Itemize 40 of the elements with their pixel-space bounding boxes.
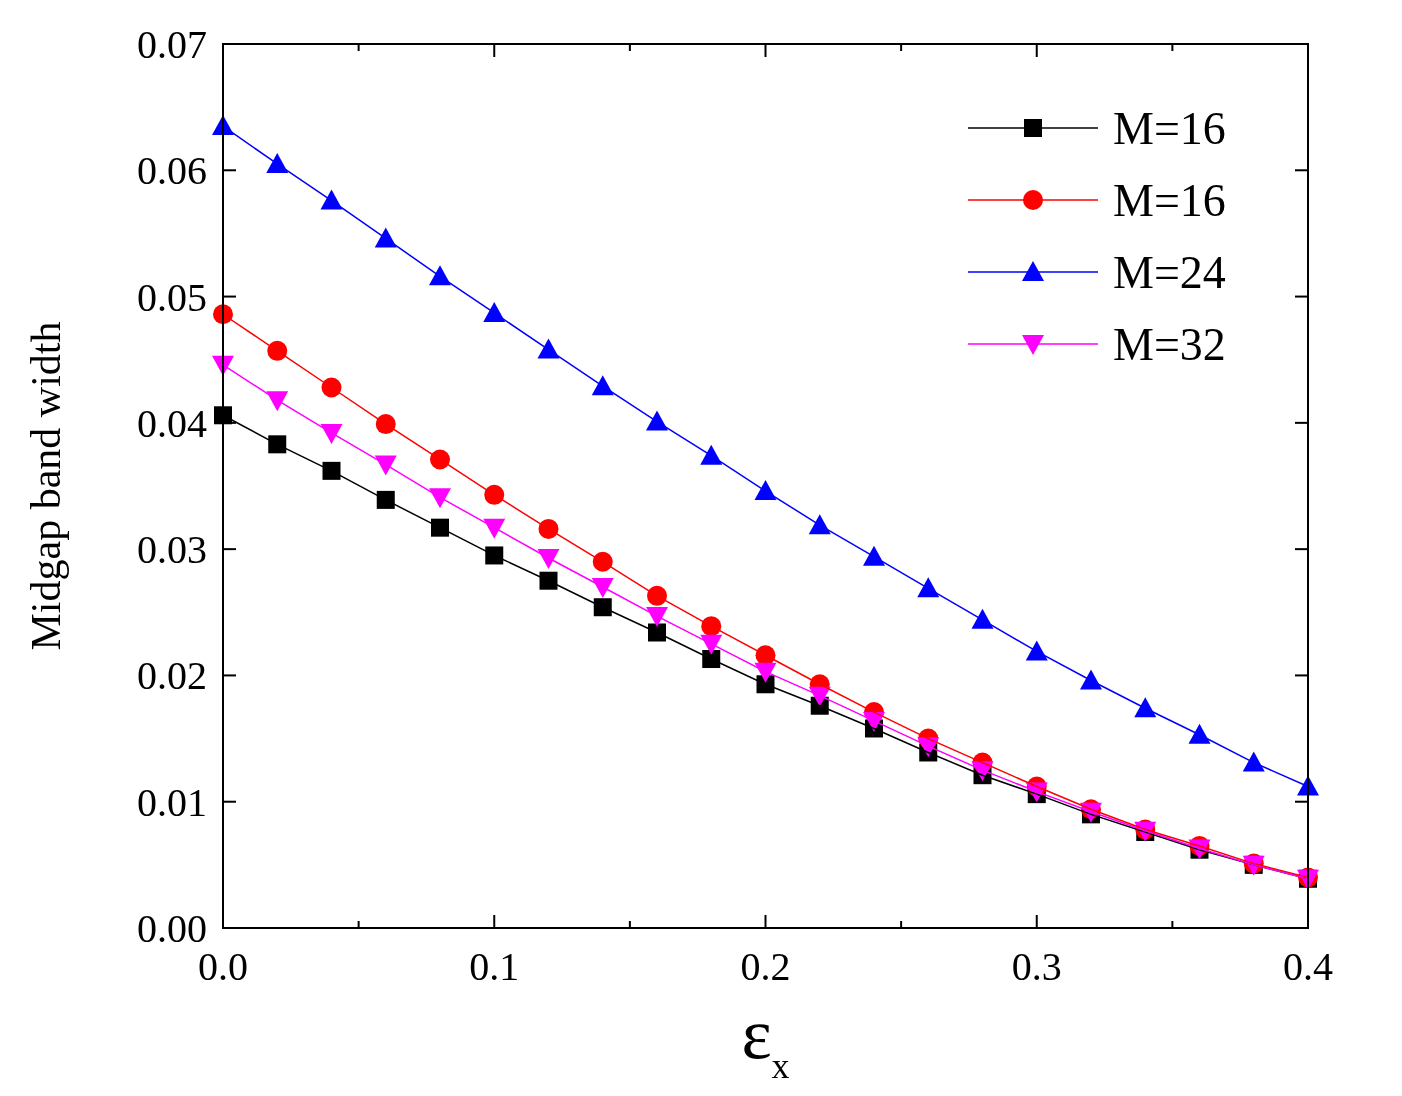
point [322, 461, 341, 480]
point [646, 607, 668, 628]
point [593, 598, 612, 617]
x-tick-label: 0.3 [1011, 944, 1062, 989]
point [539, 571, 558, 590]
legend-label: M=16 [1113, 103, 1226, 154]
x-tick-label: 0.4 [1283, 944, 1333, 989]
point [592, 551, 613, 572]
point [431, 518, 449, 537]
point [483, 301, 506, 322]
point [863, 545, 885, 566]
point [1242, 751, 1265, 772]
y-tick-label: 0.01 [137, 779, 207, 825]
y-tick-label: 0.03 [137, 527, 207, 573]
legend-label: M=16 [1113, 175, 1226, 226]
point [971, 608, 994, 629]
point [1188, 723, 1211, 744]
point [376, 490, 395, 509]
legend-label: M=32 [1113, 319, 1226, 370]
y-tick-label: 0.05 [137, 274, 207, 320]
legend-label: M=24 [1113, 247, 1226, 298]
point [320, 189, 343, 210]
point [485, 546, 504, 565]
y-tick-label: 0.02 [137, 653, 207, 699]
x-tick-label: 0.1 [469, 944, 520, 989]
point [268, 435, 287, 454]
x-axis-title: ε$_{x}$ [741, 994, 790, 1086]
point [266, 152, 289, 173]
point [537, 548, 560, 569]
point [537, 338, 560, 359]
y-tick-label: 0.06 [137, 148, 207, 194]
point [429, 488, 451, 509]
y-tick-label: 0.07 [137, 22, 207, 67]
point [266, 391, 289, 412]
y-tick-label: 0.04 [137, 400, 207, 446]
y-axis-title: Midgap band width [23, 321, 69, 651]
point [591, 578, 614, 599]
x-tick-label: 0.2 [740, 944, 791, 989]
point [646, 410, 668, 431]
point [700, 444, 723, 465]
